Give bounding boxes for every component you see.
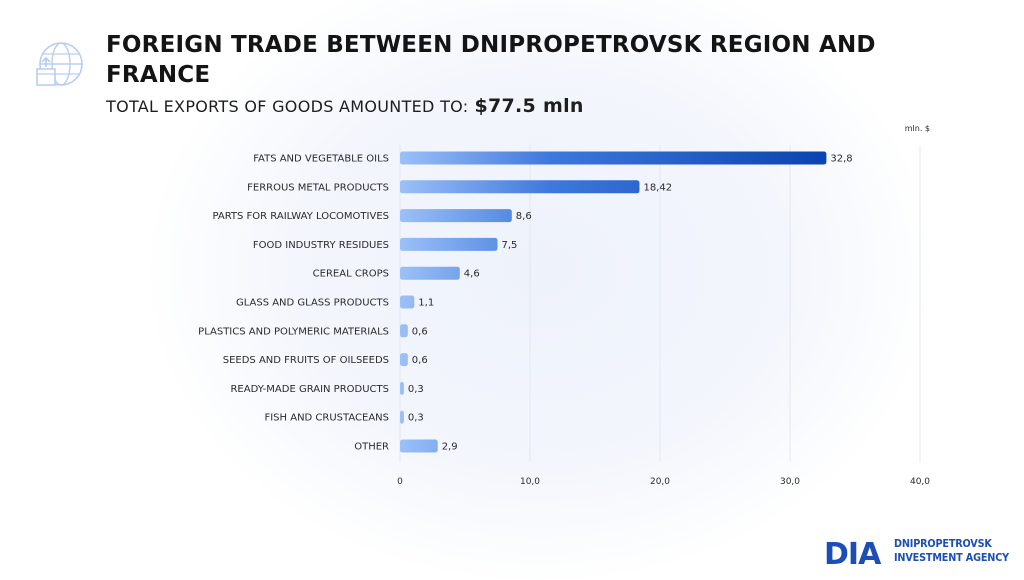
- value-label: 4,6: [464, 269, 480, 280]
- dia-logo-mark: DIA: [824, 537, 883, 568]
- background-glow: [150, 0, 930, 580]
- category-label: PLASTICS AND POLYMERIC MATERIALS: [198, 326, 389, 337]
- x-tick-label: 20,0: [650, 477, 670, 487]
- x-tick-label: 10,0: [520, 477, 540, 487]
- x-tick-label: 40,0: [910, 477, 930, 487]
- category-label: GLASS AND GLASS PRODUCTS: [236, 298, 389, 309]
- category-label: FISH AND CRUSTACEANS: [264, 413, 389, 424]
- category-label: FATS AND VEGETABLE OILS: [253, 154, 389, 165]
- value-label: 2,9: [442, 442, 458, 453]
- page-title: FOREIGN TRADE BETWEEN DNIPROPETROVSK REG…: [106, 32, 876, 88]
- value-label: 0,6: [412, 355, 428, 366]
- category-label: READY-MADE GRAIN PRODUCTS: [230, 384, 389, 395]
- bar: [400, 180, 640, 194]
- value-labels: 32,8 18,42 8,6 7,5 4,6 1,1 0,6 0,6 0,3 0,3 2,9: [408, 154, 853, 453]
- logo-line-1: DNIPROPETROVSK: [894, 537, 992, 550]
- value-label: 0,3: [408, 413, 424, 424]
- bar: [400, 324, 408, 338]
- bar: [400, 410, 404, 424]
- page-subtitle: TOTAL EXPORTS OF GOODS AMOUNTED TO: $77.5…: [106, 95, 584, 117]
- x-axis-ticks: 0 10,0 20,0 30,0 40,0: [397, 477, 930, 487]
- bar: [400, 266, 460, 280]
- category-label: OTHER: [354, 442, 389, 453]
- bar: [400, 439, 438, 453]
- value-label: 0,3: [408, 384, 424, 395]
- subtitle-amount: $77.5 mln: [474, 95, 584, 117]
- bar: [400, 209, 512, 223]
- bar: [400, 295, 415, 309]
- value-label: 1,1: [418, 298, 434, 309]
- category-label: CEREAL CROPS: [313, 269, 389, 280]
- unit-label: mln. $: [905, 124, 930, 133]
- subtitle-label: TOTAL EXPORTS OF GOODS AMOUNTED TO:: [106, 97, 469, 116]
- x-tick-label: 0: [397, 477, 403, 487]
- value-label: 18,42: [643, 182, 672, 193]
- category-label: SEEDS AND FRUITS OF OILSEEDS: [223, 355, 389, 366]
- bar: [400, 237, 498, 251]
- value-label: 32,8: [830, 154, 852, 165]
- value-label: 8,6: [516, 211, 532, 222]
- bar: [400, 151, 827, 165]
- bar: [400, 381, 404, 395]
- bar: [400, 353, 408, 367]
- category-label: PARTS FOR RAILWAY LOCOMOTIVES: [212, 211, 389, 222]
- logo-line-2: INVESTMENT AGENCY: [894, 551, 1009, 564]
- dia-logo: DIA DNIPROPETROVSK INVESTMENT AGENCY: [824, 536, 1009, 568]
- category-label: FERROUS METAL PRODUCTS: [247, 182, 389, 193]
- globe-box-export-icon: [36, 42, 83, 86]
- category-label: FOOD INDUSTRY RESIDUES: [253, 240, 389, 251]
- dia-logo-text: DNIPROPETROVSK INVESTMENT AGENCY: [894, 537, 1009, 565]
- bars: [400, 151, 827, 453]
- value-label: 7,5: [502, 240, 518, 251]
- svg-text:DIA: DIA: [824, 537, 882, 568]
- value-label: 0,6: [412, 326, 428, 337]
- x-tick-label: 30,0: [780, 477, 800, 487]
- category-labels: FATS AND VEGETABLE OILS FERROUS METAL PRO…: [198, 154, 389, 453]
